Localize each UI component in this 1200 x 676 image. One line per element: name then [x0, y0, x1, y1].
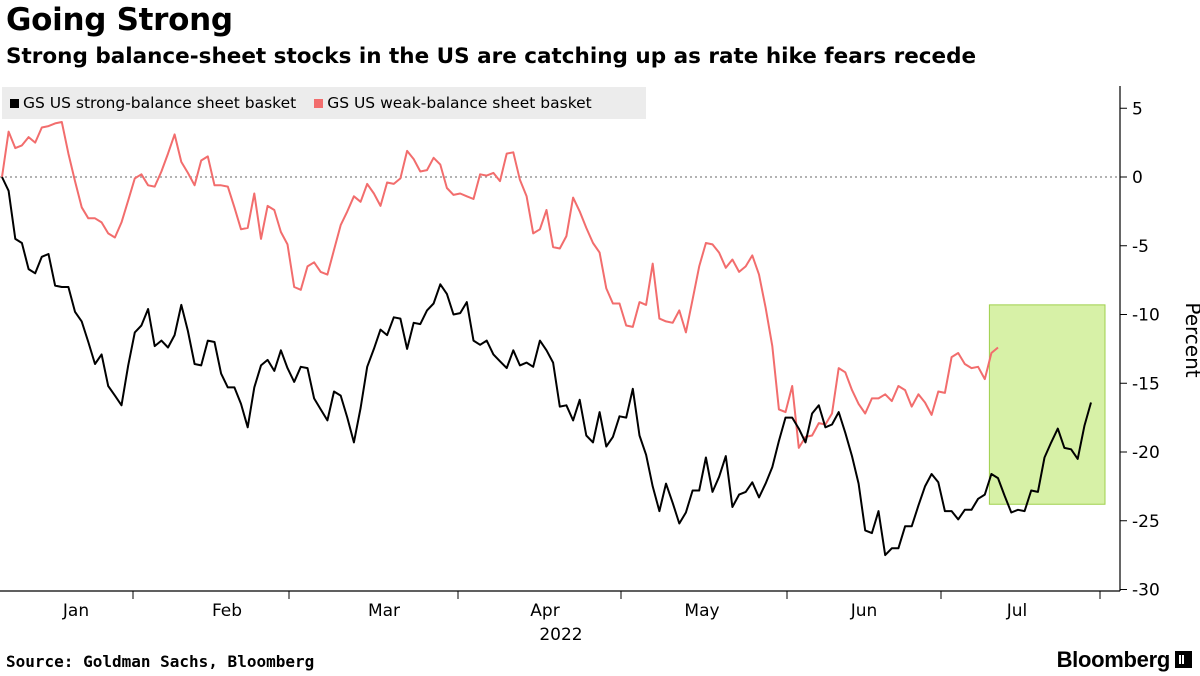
x-tick-label: Feb	[212, 601, 242, 621]
y-tick-label: -5	[1132, 237, 1149, 257]
legend-item-strong: GS US strong-balance sheet basket	[10, 94, 296, 112]
y-ticks: 5 0 -5 -10 -15 -20 -25 -30	[1120, 99, 1160, 601]
x-tick-label: Mar	[368, 601, 400, 621]
chart-title: Going Strong	[6, 2, 233, 38]
x-tick-label: Jun	[850, 601, 878, 621]
highlight-box	[988, 304, 1106, 505]
y-tick-label: -30	[1132, 581, 1160, 601]
y-tick-label: -15	[1132, 374, 1160, 394]
legend-label-strong: GS US strong-balance sheet basket	[23, 94, 297, 112]
x-tick-label: May	[684, 601, 719, 621]
y-tick-label: -10	[1132, 306, 1160, 326]
legend-label-weak: GS US weak-balance sheet basket	[327, 94, 592, 112]
y-axis-label: Percent	[1181, 302, 1200, 377]
y-tick-label: -25	[1132, 512, 1160, 532]
series-line-weak	[1, 121, 999, 449]
x-tick-label: Jan	[62, 601, 89, 621]
bloomberg-icon	[1175, 651, 1192, 668]
legend-swatch-strong	[10, 98, 19, 108]
y-tick-label: 0	[1132, 168, 1143, 188]
legend: GS US strong-balance sheet basket GS US …	[2, 87, 646, 119]
legend-swatch-weak	[314, 98, 324, 108]
brand-logo: Bloomberg	[1056, 647, 1171, 672]
y-tick-label: 5	[1132, 99, 1143, 119]
x-axis-year: 2022	[539, 625, 582, 645]
x-ticks: Jan Feb Mar Apr May Jun Jul	[62, 601, 1027, 621]
legend-item-weak: GS US weak-balance sheet basket	[314, 94, 592, 112]
x-tick-label: Jul	[1006, 601, 1028, 621]
x-tick-label: Apr	[530, 601, 559, 621]
y-tick-label: -20	[1132, 443, 1160, 463]
series-line-strong	[1, 176, 1092, 557]
chart-subtitle: Strong balance-sheet stocks in the US ar…	[6, 44, 977, 69]
month-separators	[132, 591, 1101, 599]
source-note: Source: Goldman Sachs, Bloomberg	[6, 652, 315, 671]
series-layer	[1, 121, 1092, 557]
